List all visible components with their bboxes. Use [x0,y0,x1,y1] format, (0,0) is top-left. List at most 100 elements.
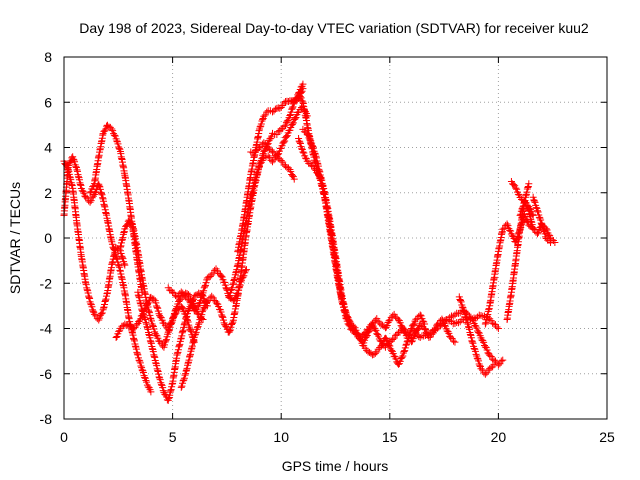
data-point [382,335,390,343]
data-point [530,197,538,205]
x-tick-label: 20 [491,429,507,445]
data-point [162,336,170,344]
x-tick-label: 0 [60,429,68,445]
data-point [533,207,541,215]
data-point [486,365,494,373]
data-point [187,299,195,307]
data-point [463,316,471,324]
data-point [269,148,277,156]
data-point [151,328,159,336]
data-point [534,228,542,236]
data-point [208,292,216,300]
data-point [108,240,116,248]
series-track-17 [455,293,498,378]
data-point [150,325,158,333]
data-point [306,136,314,144]
data-point [130,325,138,333]
data-point [193,323,201,331]
series-track-11 [247,139,298,183]
chart-title: Day 198 of 2023, Sidereal Day-to-day VTE… [79,20,589,36]
data-point [409,327,417,335]
data-point [392,331,400,339]
data-point [382,323,390,331]
data-point [87,300,95,308]
series-track-4 [116,216,198,351]
data-point [469,339,477,347]
data-point [177,383,185,391]
data-point [287,168,295,176]
data-point [514,190,522,198]
data-point [136,357,144,365]
data-point [460,306,468,314]
data-point [260,112,268,120]
data-point [473,324,481,332]
data-point [198,308,206,316]
data-point [354,331,362,339]
data-point [123,222,131,230]
data-point [113,137,121,145]
data-point [542,225,550,233]
data-point [412,315,420,323]
data-point [398,323,406,331]
data-point [497,357,505,365]
data-point [259,115,267,123]
data-point [143,378,151,386]
data-point [520,198,528,206]
data-point [389,312,397,320]
series-track-2 [60,157,129,324]
data-point [512,184,520,192]
data-point [280,138,288,146]
data-point [474,355,482,363]
data-point [551,239,559,247]
y-tick-label: 8 [44,49,52,65]
data-point [529,225,537,233]
data-point [186,297,194,305]
data-point [203,274,211,282]
data-point [469,317,477,325]
data-point [198,311,206,319]
data-point [533,230,541,238]
data-point [493,323,501,331]
data-point [228,284,236,292]
data-point [410,327,418,335]
data-point [80,189,88,197]
data-point [454,319,462,327]
data-point [96,314,104,322]
data-point [190,307,198,315]
data-point [156,313,164,321]
data-point [374,330,382,338]
data-point [462,314,470,322]
data-point [115,144,123,152]
data-point [383,337,391,345]
data-point [374,345,382,353]
data-point [156,337,164,345]
data-point [82,193,90,201]
data-point [304,131,312,139]
data-point [271,152,279,160]
data-point [180,374,188,382]
data-point [150,295,158,303]
data-point [349,325,357,333]
data-point [394,360,402,368]
y-tick-label: -8 [40,411,53,427]
data-point [428,330,436,338]
y-tick-label: 2 [44,185,52,201]
data-point [195,320,203,328]
data-point [167,319,175,327]
data-point [408,338,416,346]
data-point [119,255,127,263]
data-point [180,292,188,300]
data-point [444,328,452,336]
data-point [372,327,380,335]
data-point [534,208,542,216]
data-point [288,172,296,180]
data-point [79,187,87,195]
data-point [182,313,190,321]
data-point [202,301,210,309]
data-point [506,226,514,234]
data-point [213,300,221,308]
data-point [276,155,284,163]
data-point [254,166,262,174]
data-point [138,311,146,319]
data-point [217,308,225,316]
